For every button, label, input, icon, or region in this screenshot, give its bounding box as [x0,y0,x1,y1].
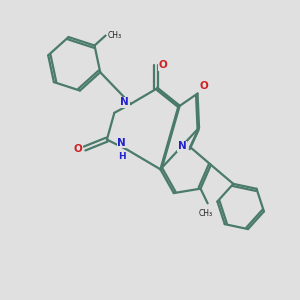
Text: O: O [199,81,208,91]
Text: CH₃: CH₃ [199,209,213,218]
Text: N: N [178,141,187,152]
Text: O: O [158,60,167,70]
Text: H: H [118,152,126,161]
Text: CH₃: CH₃ [108,31,122,40]
Text: O: O [74,143,82,154]
Text: N: N [120,98,129,107]
Text: N: N [118,138,126,148]
